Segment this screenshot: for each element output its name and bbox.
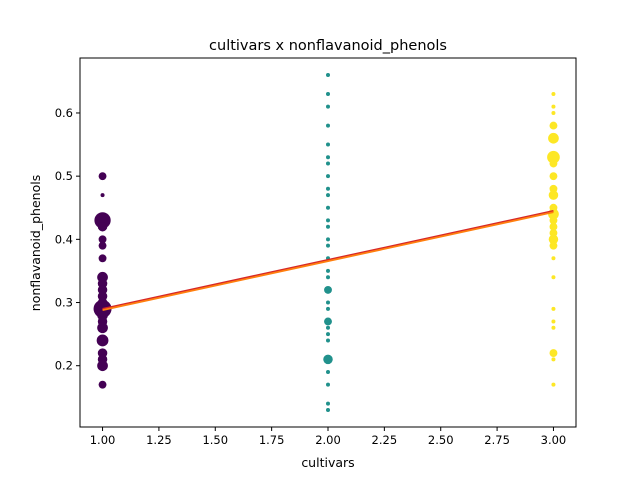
- data-point: [326, 243, 330, 248]
- data-point: [326, 123, 330, 128]
- data-point: [326, 382, 330, 387]
- data-point: [326, 370, 330, 375]
- data-point: [97, 360, 108, 372]
- data-point: [326, 332, 330, 337]
- x-tick-label: 2.75: [484, 433, 510, 447]
- y-tick-label: 0.3: [55, 296, 73, 310]
- data-point: [551, 92, 556, 97]
- series-2: [323, 73, 333, 412]
- plot-area: [93, 73, 560, 412]
- data-point: [326, 205, 330, 210]
- data-point: [326, 142, 330, 147]
- data-point: [551, 275, 556, 280]
- data-point: [326, 306, 330, 311]
- data-point: [326, 407, 330, 412]
- data-point: [100, 193, 105, 198]
- data-point: [326, 161, 330, 166]
- x-tick-label: 3.00: [541, 433, 567, 447]
- data-point: [549, 184, 558, 193]
- data-point: [326, 92, 330, 97]
- data-point: [98, 241, 107, 250]
- data-point: [549, 349, 558, 358]
- data-point: [97, 221, 108, 232]
- y-axis: 0.2 0.3 0.4 0.5 0.6: [55, 106, 80, 373]
- x-tick-label: 2.00: [315, 433, 341, 447]
- data-point: [549, 172, 558, 181]
- x-tick-label: 2.50: [428, 433, 454, 447]
- data-point: [324, 285, 332, 294]
- data-point: [326, 155, 330, 160]
- data-point: [326, 275, 330, 280]
- data-point: [551, 382, 556, 387]
- data-point: [326, 237, 330, 242]
- data-point: [323, 354, 333, 365]
- data-point: [98, 254, 107, 263]
- data-point: [326, 73, 330, 78]
- data-point: [98, 172, 107, 181]
- data-point: [326, 224, 330, 229]
- data-point: [326, 193, 330, 198]
- x-tick-label: 1.00: [90, 433, 116, 447]
- data-point: [551, 110, 556, 115]
- y-tick-label: 0.5: [55, 169, 73, 183]
- data-point: [548, 190, 559, 200]
- data-point: [326, 300, 330, 305]
- x-tick-label: 1.75: [259, 433, 285, 447]
- data-point: [326, 325, 330, 330]
- x-tick-label: 2.25: [372, 433, 398, 447]
- trend-line-2: [102, 211, 554, 311]
- y-tick-label: 0.4: [55, 232, 73, 246]
- x-tick-label: 1.25: [146, 433, 172, 447]
- data-point: [326, 104, 330, 109]
- data-point: [551, 319, 556, 324]
- data-point: [549, 241, 558, 250]
- data-point: [324, 317, 332, 326]
- data-point: [549, 229, 558, 237]
- x-axis: 1.00 1.25 1.50 1.75 2.00 2.25 2.50 2.75 3.00: [90, 427, 567, 447]
- data-point: [551, 306, 556, 311]
- data-point: [547, 150, 560, 164]
- trend-line-1: [102, 210, 554, 310]
- data-point: [549, 216, 558, 225]
- data-point: [96, 334, 109, 347]
- data-point: [97, 322, 108, 334]
- data-point: [551, 357, 556, 362]
- x-axis-label: cultivars: [301, 455, 354, 470]
- data-point: [548, 234, 559, 245]
- y-tick-label: 0.6: [55, 106, 73, 120]
- data-point: [549, 121, 558, 130]
- data-point: [551, 325, 556, 330]
- data-point: [326, 186, 330, 191]
- series-3: [547, 92, 560, 387]
- data-point: [326, 338, 330, 343]
- x-tick-label: 1.50: [202, 433, 228, 447]
- data-point: [549, 159, 558, 168]
- data-point: [548, 132, 559, 144]
- series-1: [93, 172, 112, 389]
- data-point: [326, 401, 330, 406]
- data-point: [98, 380, 107, 389]
- data-point: [98, 235, 107, 244]
- chart-title: cultivars x nonflavanoid_phenols: [209, 38, 447, 54]
- data-point: [326, 268, 330, 273]
- y-tick-label: 0.2: [55, 359, 73, 373]
- data-point: [326, 174, 330, 179]
- data-point: [549, 222, 558, 231]
- data-point: [551, 104, 556, 109]
- data-point: [551, 256, 556, 261]
- data-point: [326, 218, 330, 223]
- y-axis-label: nonflavanoid_phenols: [28, 175, 43, 311]
